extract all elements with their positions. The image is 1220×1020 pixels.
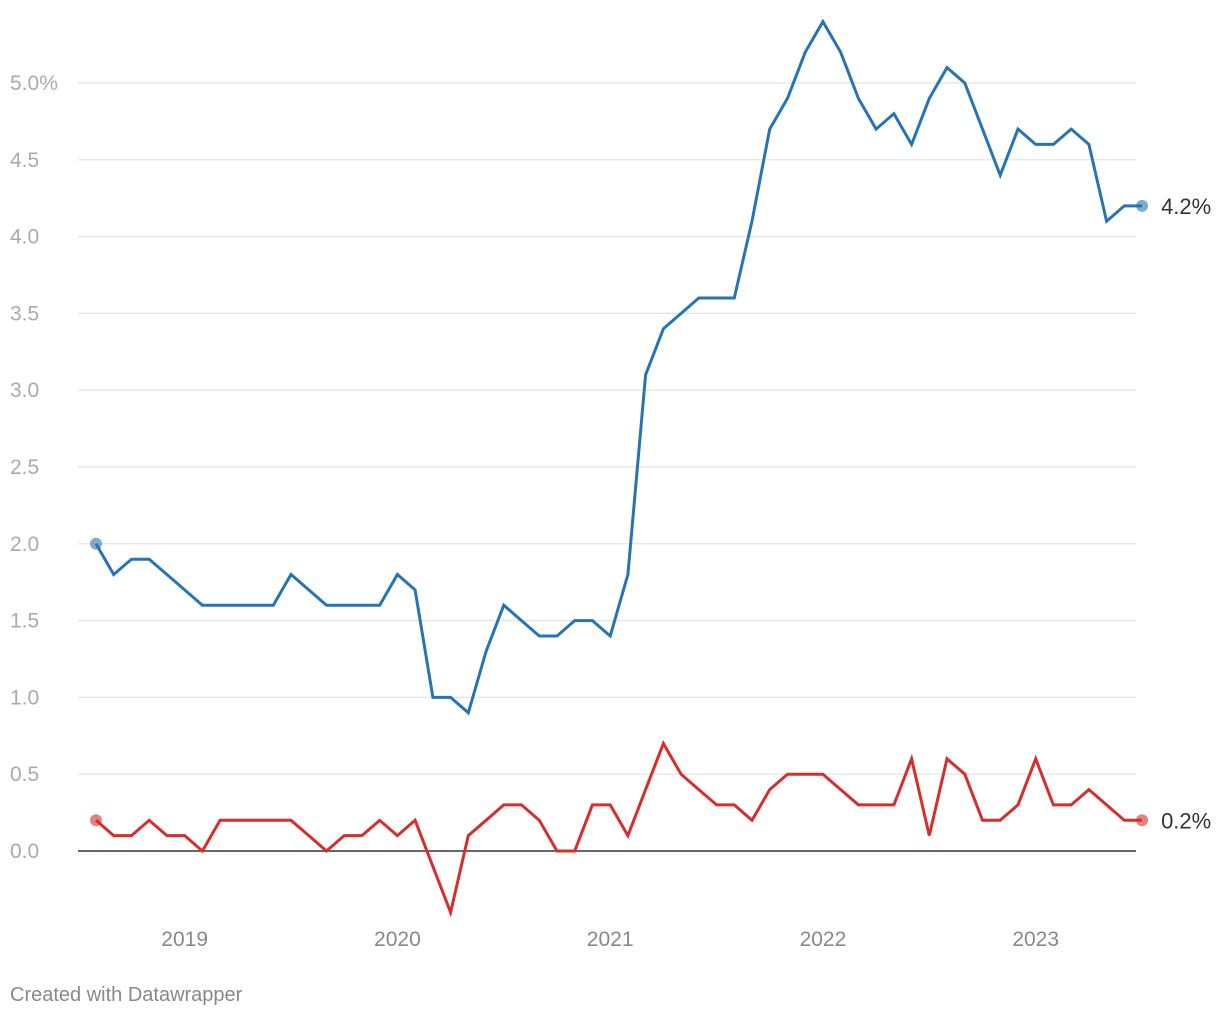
y-axis-tick-labels: 5.0% 4.5 4.0 3.5 3.0 2.5 2.0 1.5 1.0 0.5 0.0: [10, 72, 58, 863]
series-end-dot: [1136, 814, 1149, 827]
x-tick-label: 2022: [800, 928, 847, 951]
footer-credit: Created with Datawrapper: [10, 984, 243, 1006]
series-line: [94, 18, 1143, 716]
y-tick-label: 1.5: [10, 610, 39, 633]
x-tick-label: 2021: [587, 928, 634, 951]
series-end-label: 0.2%: [1161, 808, 1211, 833]
series-end-label: 4.2%: [1161, 194, 1211, 219]
y-tick-label: 3.5: [10, 302, 39, 325]
series-end-dot: [1136, 199, 1149, 212]
gridlines: [78, 82, 1136, 852]
y-tick-label: 0.5: [10, 763, 39, 786]
y-tick-label: 2.0: [10, 533, 39, 556]
y-tick-label: 1.0: [10, 686, 39, 709]
y-tick-label: 4.5: [10, 149, 39, 172]
series-start-dot: [90, 537, 102, 550]
x-axis-tick-labels: 2019 2020 2021 2022 2023: [161, 928, 1059, 951]
y-tick-label: 5.0%: [10, 72, 58, 95]
end-labels: 4.2% 0.2%: [1161, 194, 1211, 833]
y-tick-label: 4.0: [10, 226, 39, 249]
x-tick-label: 2023: [1012, 928, 1059, 951]
x-tick-label: 2019: [161, 928, 208, 951]
series-start-dot: [90, 814, 102, 827]
y-tick-label: 0.0: [10, 840, 39, 863]
x-tick-label: 2020: [374, 928, 421, 951]
y-tick-label: 3.0: [10, 379, 39, 402]
y-tick-label: 2.5: [10, 456, 39, 479]
series-line: [95, 740, 1143, 918]
series-lines: [90, 18, 1149, 918]
